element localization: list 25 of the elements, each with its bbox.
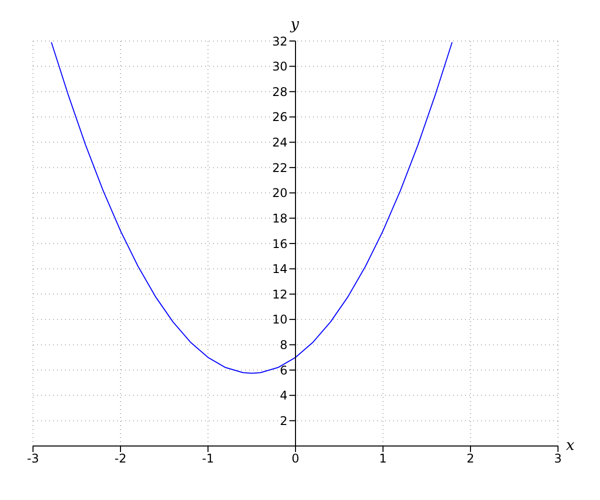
y-tick-label: 30 [272, 60, 288, 74]
y-tick-label: 2 [280, 414, 288, 428]
y-tick-label: 22 [272, 160, 288, 175]
x-tick-label: -2 [114, 452, 126, 466]
y-tick-label: 10 [272, 312, 288, 327]
y-tick-label: 16 [272, 236, 288, 251]
x-tick-label: 2 [466, 452, 474, 466]
y-tick-label: 26 [272, 110, 288, 124]
x-tick-label: -3 [27, 452, 39, 466]
y-tick-label: 32 [272, 34, 288, 48]
x-tick-label: 1 [379, 452, 387, 466]
x-tick-label: -1 [202, 452, 214, 466]
x-tick-label: 3 [554, 452, 562, 466]
y-tick-label: 4 [280, 388, 288, 403]
y-tick-label: 12 [272, 287, 288, 302]
x-tick-label: 0 [292, 452, 300, 466]
y-tick-label: 18 [272, 211, 288, 226]
y-tick-label: 20 [272, 186, 288, 200]
y-tick-label: 24 [272, 136, 288, 150]
y-tick-label: 8 [280, 338, 288, 352]
y-tick-label: 28 [272, 84, 288, 99]
y-axis-title: y [290, 15, 299, 33]
y-tick-label: 14 [272, 262, 288, 276]
x-axis-title: x [566, 436, 574, 454]
y-tick-label: 6 [280, 363, 288, 378]
